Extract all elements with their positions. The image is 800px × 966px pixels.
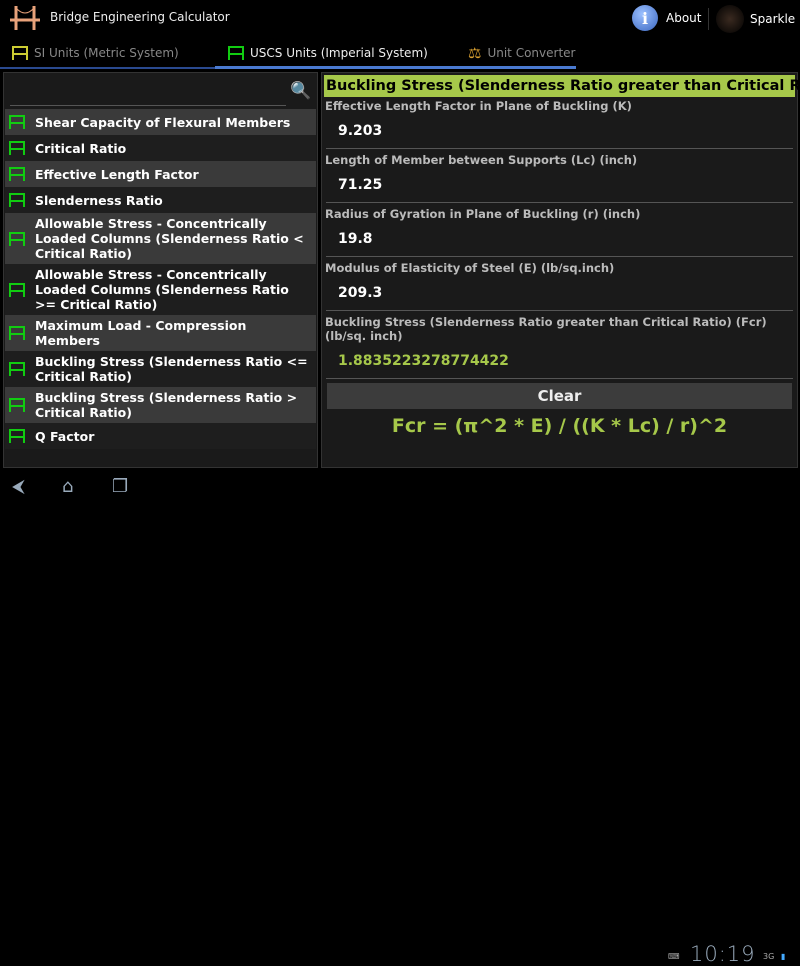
list-item[interactable]: Maximum Load - Compression Members — [5, 315, 316, 351]
divider — [708, 8, 709, 30]
field-label: Modulus of Elasticity of Steel (E) (lb/s… — [325, 261, 615, 275]
formula-list-panel: 🔍 Shear Capacity of Flexural Members Cri… — [3, 72, 318, 468]
list-item[interactable]: Allowable Stress - Concentrically Loaded… — [5, 213, 316, 264]
tab-unit-converter[interactable]: ⚖ Unit Converter — [468, 38, 575, 68]
home-icon[interactable]: ⌂ — [62, 476, 74, 497]
list-item[interactable]: Q Factor — [5, 423, 316, 449]
bridge-icon — [9, 193, 25, 207]
sparkle-label: Sparkle — [750, 12, 796, 26]
item-label: Slenderness Ratio — [35, 192, 163, 208]
field-label: Effective Length Factor in Plane of Buck… — [325, 99, 632, 113]
fcr-result-field[interactable]: 1.8835223278774422 — [326, 347, 793, 379]
calculator-panel: Buckling Stress (Slenderness Ratio great… — [321, 72, 800, 468]
e-input[interactable]: 209.3 — [326, 279, 793, 311]
bridge-icon — [9, 362, 25, 376]
list-item[interactable]: Slenderness Ratio — [5, 187, 316, 213]
scales-icon: ⚖ — [468, 44, 482, 62]
tab-si-units[interactable]: SI Units (Metric System) — [12, 38, 179, 68]
list-item[interactable]: Effective Length Factor — [5, 161, 316, 187]
tab-label: Unit Converter — [487, 46, 576, 60]
bridge-icon — [9, 167, 25, 181]
item-label: Q Factor — [35, 428, 95, 444]
bridge-icon — [12, 46, 28, 60]
tab-bar: SI Units (Metric System) USCS Units (Imp… — [0, 38, 800, 70]
keyboard-icon: ⌨ — [668, 952, 680, 961]
sparkle-logo-icon — [716, 5, 744, 33]
item-label: Critical Ratio — [35, 140, 127, 156]
calculator-heading: Buckling Stress (Slenderness Ratio great… — [324, 75, 800, 97]
r-input[interactable]: 19.8 — [326, 225, 793, 257]
info-icon: i — [632, 5, 658, 31]
formula-list: Shear Capacity of Flexural Members Criti… — [5, 109, 316, 449]
item-label: Shear Capacity of Flexural Members — [35, 114, 291, 130]
network-indicator: 3G — [763, 952, 775, 961]
tab-uscs-units[interactable]: USCS Units (Imperial System) — [228, 38, 428, 68]
tab-label: USCS Units (Imperial System) — [250, 46, 428, 60]
list-item[interactable]: Buckling Stress (Slenderness Ratio > Cri… — [5, 387, 316, 423]
list-item[interactable]: Allowable Stress - Concentrically Loaded… — [5, 264, 316, 315]
about-button[interactable]: i About — [632, 5, 701, 31]
bridge-icon — [9, 231, 25, 246]
list-item[interactable]: Critical Ratio — [5, 135, 316, 161]
field-label: Radius of Gyration in Plane of Buckling … — [325, 207, 641, 221]
bridge-icon — [9, 282, 25, 297]
list-item[interactable]: Buckling Stress (Slenderness Ratio <= Cr… — [5, 351, 316, 387]
recent-apps-icon[interactable]: ❐ — [112, 476, 129, 497]
formula-text: Fcr = (π^2 * E) / ((K * Lc) / r)^2 — [391, 415, 728, 437]
search-icon[interactable]: 🔍 — [290, 81, 312, 101]
bridge-icon — [228, 46, 244, 60]
item-label: Buckling Stress (Slenderness Ratio <= Cr… — [35, 354, 308, 384]
item-label: Allowable Stress - Concentrically Loaded… — [35, 216, 304, 261]
result-label: Buckling Stress (Slenderness Ratio great… — [325, 315, 767, 343]
bridge-icon — [9, 326, 25, 340]
field-label: Length of Member between Supports (Lc) (… — [325, 153, 638, 167]
system-bar: ⮜ ⌂ ❐ ⌨ 10:19 3G ▮ — [0, 470, 800, 966]
app-title: Bridge Engineering Calculator — [50, 10, 230, 24]
lc-input[interactable]: 71.25 — [326, 171, 793, 203]
active-tab-indicator — [215, 66, 576, 69]
bridge-icon — [9, 141, 25, 155]
about-label: About — [666, 11, 702, 25]
tab-label: SI Units (Metric System) — [34, 46, 179, 60]
sparkle-button[interactable]: Sparkle — [716, 5, 795, 33]
clear-button[interactable]: Clear — [327, 383, 792, 409]
action-bar: Bridge Engineering Calculator i About Spa… — [0, 0, 800, 36]
bridge-icon — [9, 115, 25, 129]
k-input[interactable]: 9.203 — [326, 117, 793, 149]
item-label: Buckling Stress (Slenderness Ratio > Cri… — [35, 390, 298, 420]
item-label: Effective Length Factor — [35, 166, 199, 182]
clock: 10:19 — [690, 942, 756, 966]
bridge-icon — [9, 429, 25, 443]
item-label: Maximum Load - Compression Members — [35, 318, 247, 348]
item-label: Allowable Stress - Concentrically Loaded… — [35, 267, 289, 312]
list-item[interactable]: Shear Capacity of Flexural Members — [5, 109, 316, 135]
bridge-icon — [9, 398, 25, 412]
bridge-logo-icon — [10, 4, 40, 30]
battery-icon: ▮ — [781, 952, 786, 961]
search-input[interactable] — [10, 79, 286, 106]
back-icon[interactable]: ⮜ — [12, 476, 25, 497]
